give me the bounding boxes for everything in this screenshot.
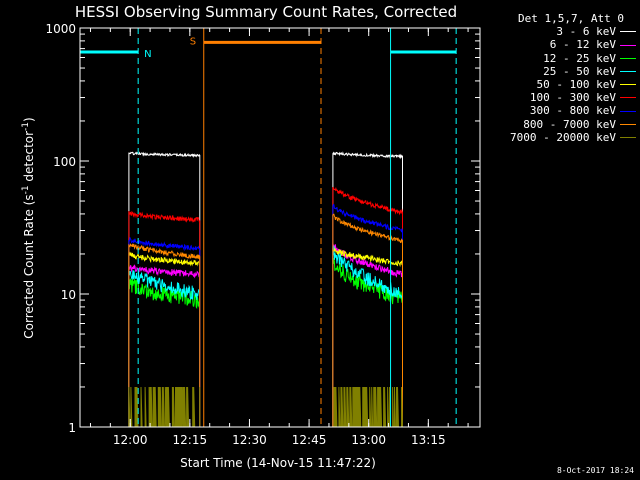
series-7000-20000-keV (128, 386, 403, 428)
legend-entry-label: 3 - 6 keV (556, 25, 616, 39)
series-trace (128, 151, 201, 427)
legend-entry-label: 12 - 25 keV (543, 51, 616, 65)
legend-entry: 6 - 12 keV (486, 38, 636, 51)
x-tick-label: 12:45 (292, 433, 327, 447)
legend-entry: 3 - 6 keV (486, 25, 636, 38)
series-trace (128, 251, 201, 427)
legend-swatch (620, 110, 636, 112)
y-tick-label: 100 (53, 155, 76, 169)
legend-entry-label: 100 - 300 keV (529, 91, 616, 105)
series-trace (128, 386, 201, 428)
series-100-300-keV (128, 186, 403, 427)
legend-title: Det 1,5,7, Att 0 (518, 12, 624, 25)
x-axis-ticks: 12:00 12:15 12:30 12:45 13:00 13:15 (89, 28, 469, 447)
series-25-50-keV (128, 245, 403, 427)
legend-swatch (620, 44, 636, 46)
y-axis-ticks: 1 10 100 1000 (45, 22, 480, 435)
legend-swatch (620, 31, 636, 33)
series-300-800-keV (128, 203, 403, 427)
legend: Det 1,5,7, Att 0 3 - 6 keV 6 - 12 keV 12 -… (486, 12, 636, 144)
series-12-25-keV (128, 256, 403, 427)
legend-entry-label: 300 - 800 keV (529, 104, 616, 118)
series-trace (128, 278, 201, 427)
legend-swatch (620, 84, 636, 86)
y-axis-label-mid: detector (22, 131, 36, 186)
legend-entry-label: 50 - 100 keV (536, 78, 616, 92)
series-trace (332, 245, 403, 427)
annotation-N: N (79, 28, 457, 427)
annotation-label: N (144, 49, 151, 60)
series-trace (332, 386, 403, 428)
series-50-100-keV (128, 247, 403, 427)
series-trace (332, 247, 403, 427)
y-tick-label: 1000 (45, 22, 76, 36)
series-trace (128, 243, 201, 427)
series-trace (128, 237, 201, 427)
chart-title: HESSI Observing Summary Count Rates, Cor… (75, 3, 457, 21)
legend-entry-label: 7000 - 20000 keV (510, 130, 616, 144)
series-trace (128, 210, 201, 427)
y-axis-label-end: ) (22, 117, 36, 122)
series-trace (332, 203, 403, 427)
legend-swatch (620, 57, 636, 59)
legend-entry-label: 800 - 7000 keV (523, 117, 616, 131)
x-tick-label: 12:15 (173, 433, 208, 447)
legend-entry-label: 6 - 12 keV (549, 38, 616, 52)
y-axis-label-sup2: -1 (21, 122, 31, 131)
y-axis-label: Corrected Count Rate (s-1 detector-1) (21, 117, 36, 338)
series-trace (332, 186, 403, 427)
legend-entry: 7000 - 20000 keV (486, 131, 636, 144)
x-tick-label: 12:00 (113, 433, 148, 447)
series-trace (128, 270, 201, 427)
legend-entry: 800 - 7000 keV (486, 118, 636, 131)
y-axis-label-main: Corrected Count Rate (s (22, 194, 36, 338)
series-trace (332, 242, 403, 427)
x-axis-label: Start Time (14-Nov-15 11:47:22) (180, 456, 376, 470)
legend-entry: 12 - 25 keV (486, 52, 636, 65)
series-3-6-keV (128, 151, 403, 427)
annotation-label: S (190, 36, 196, 47)
series-trace (332, 151, 403, 427)
legend-swatch (620, 136, 636, 138)
x-tick-label: 13:00 (351, 433, 386, 447)
annotation-S: S (190, 28, 322, 427)
y-tick-label: 1 (68, 421, 76, 435)
legend-entry-label: 25 - 50 keV (543, 64, 616, 78)
legend-swatch (620, 123, 636, 125)
legend-entry: 300 - 800 keV (486, 104, 636, 117)
legend-entry: 25 - 50 keV (486, 65, 636, 78)
series-800-7000-keV (128, 213, 403, 427)
timestamp-footer: 8-Oct-2017 18:24 (556, 466, 634, 475)
y-tick-label: 10 (61, 288, 76, 302)
x-tick-label: 12:30 (232, 433, 267, 447)
legend-entry: 100 - 300 keV (486, 91, 636, 104)
plot-frame (79, 27, 481, 428)
x-tick-label: 13:15 (411, 433, 446, 447)
legend-swatch (620, 70, 636, 72)
legend-swatch (620, 97, 636, 99)
series-6-12-keV (128, 242, 403, 427)
y-axis-label-sup1: -1 (21, 185, 31, 194)
series-trace (128, 264, 201, 427)
legend-entry: 50 - 100 keV (486, 78, 636, 91)
series-trace (332, 213, 403, 427)
